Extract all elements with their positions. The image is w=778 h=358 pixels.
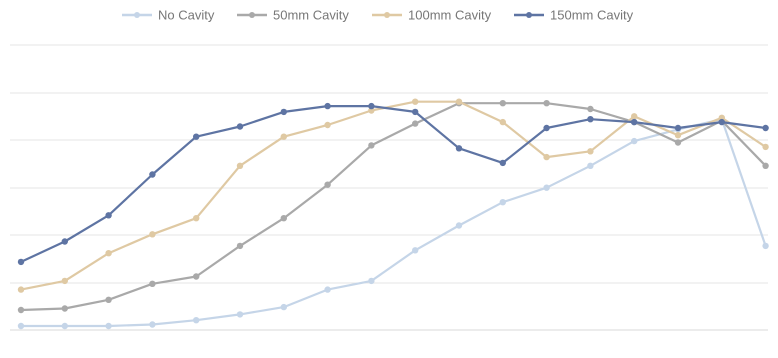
legend-marker-3 <box>526 12 532 18</box>
data-point-2-12[interactable] <box>543 153 550 161</box>
data-point-1-13[interactable] <box>587 105 594 113</box>
data-point-0-2[interactable] <box>105 322 112 330</box>
data-point-3-7[interactable] <box>324 102 331 110</box>
legend-label-0: No Cavity <box>158 8 215 23</box>
data-point-0-14[interactable] <box>631 137 638 145</box>
legend-item-3[interactable]: 150mm Cavity <box>514 8 634 23</box>
data-point-2-15[interactable] <box>674 132 682 139</box>
legend-item-1[interactable]: 50mm Cavity <box>237 8 349 23</box>
data-point-3-10[interactable] <box>455 145 463 152</box>
data-point-2-3[interactable] <box>149 231 156 238</box>
data-point-3-16[interactable] <box>718 118 725 126</box>
data-point-2-11[interactable] <box>499 118 506 126</box>
data-point-2-9[interactable] <box>412 98 419 105</box>
series-2 <box>17 98 769 293</box>
data-point-0-9[interactable] <box>412 247 419 254</box>
data-point-3-17[interactable] <box>762 124 769 132</box>
series-0 <box>17 116 769 330</box>
data-point-1-17[interactable] <box>762 162 769 169</box>
data-point-1-7[interactable] <box>324 181 331 188</box>
legend: No Cavity 50mm Cavity 100mm Cavity 150mm Ca… <box>122 8 634 23</box>
data-point-0-7[interactable] <box>324 286 331 293</box>
legend-label-3: 150mm Cavity <box>550 8 634 23</box>
data-point-1-11[interactable] <box>499 100 506 107</box>
data-point-0-5[interactable] <box>236 311 244 318</box>
series-line-0 <box>21 118 767 328</box>
data-point-0-1[interactable] <box>61 322 68 330</box>
data-point-3-0[interactable] <box>17 258 25 266</box>
data-point-1-9[interactable] <box>412 120 419 127</box>
data-point-1-3[interactable] <box>149 280 156 287</box>
legend-label-2: 100mm Cavity <box>408 8 492 23</box>
data-point-3-9[interactable] <box>412 108 419 116</box>
data-point-2-0[interactable] <box>17 286 25 293</box>
data-point-0-0[interactable] <box>17 322 25 330</box>
data-point-3-5[interactable] <box>236 123 244 130</box>
series-1 <box>17 100 769 314</box>
gridlines <box>10 44 768 331</box>
data-point-1-2[interactable] <box>105 296 112 303</box>
data-point-0-11[interactable] <box>499 199 506 206</box>
data-point-3-13[interactable] <box>587 116 594 123</box>
data-point-2-7[interactable] <box>324 121 331 129</box>
legend-marker-0 <box>134 12 140 18</box>
data-point-2-4[interactable] <box>193 215 200 222</box>
data-point-1-1[interactable] <box>61 305 68 312</box>
series-line-2 <box>20 100 767 291</box>
data-point-0-8[interactable] <box>368 277 375 285</box>
data-point-3-8[interactable] <box>368 102 375 110</box>
data-point-2-8[interactable] <box>368 107 375 114</box>
data-point-1-12[interactable] <box>543 100 550 107</box>
data-point-3-2[interactable] <box>105 212 112 219</box>
legend-item-2[interactable]: 100mm Cavity <box>372 8 492 23</box>
data-point-0-12[interactable] <box>543 184 550 191</box>
data-point-3-11[interactable] <box>499 159 506 167</box>
data-point-1-5[interactable] <box>236 242 244 250</box>
data-point-2-2[interactable] <box>105 250 112 257</box>
data-point-3-15[interactable] <box>674 124 682 132</box>
data-point-3-14[interactable] <box>631 118 638 126</box>
data-point-0-10[interactable] <box>455 222 463 229</box>
data-point-2-17[interactable] <box>762 143 769 151</box>
data-point-2-5[interactable] <box>236 162 244 169</box>
data-point-1-0[interactable] <box>17 306 25 314</box>
data-point-0-13[interactable] <box>587 162 594 169</box>
data-point-3-6[interactable] <box>280 108 287 116</box>
data-point-1-6[interactable] <box>280 215 287 222</box>
series-line-3 <box>20 104 766 263</box>
data-point-2-1[interactable] <box>61 277 68 285</box>
data-point-2-10[interactable] <box>455 98 463 105</box>
series-line-1 <box>20 102 767 312</box>
data-point-3-3[interactable] <box>149 171 156 178</box>
series-3 <box>17 102 769 266</box>
data-point-1-8[interactable] <box>368 142 375 149</box>
data-point-0-4[interactable] <box>193 317 200 324</box>
data-point-2-14[interactable] <box>631 113 638 120</box>
data-point-0-17[interactable] <box>762 242 769 250</box>
data-point-2-13[interactable] <box>587 148 594 155</box>
data-point-1-4[interactable] <box>193 273 200 280</box>
legend-marker-2 <box>384 12 390 18</box>
legend-label-1: 50mm Cavity <box>273 8 349 23</box>
data-point-3-12[interactable] <box>543 124 550 132</box>
data-point-2-6[interactable] <box>280 133 287 140</box>
legend-marker-1 <box>249 12 255 18</box>
data-point-3-1[interactable] <box>61 238 68 245</box>
legend-item-0[interactable]: No Cavity <box>122 8 215 23</box>
series-layer <box>17 98 769 330</box>
data-point-1-15[interactable] <box>674 139 682 146</box>
data-point-0-3[interactable] <box>149 321 156 328</box>
data-point-3-4[interactable] <box>193 133 200 140</box>
data-point-0-6[interactable] <box>280 303 287 311</box>
